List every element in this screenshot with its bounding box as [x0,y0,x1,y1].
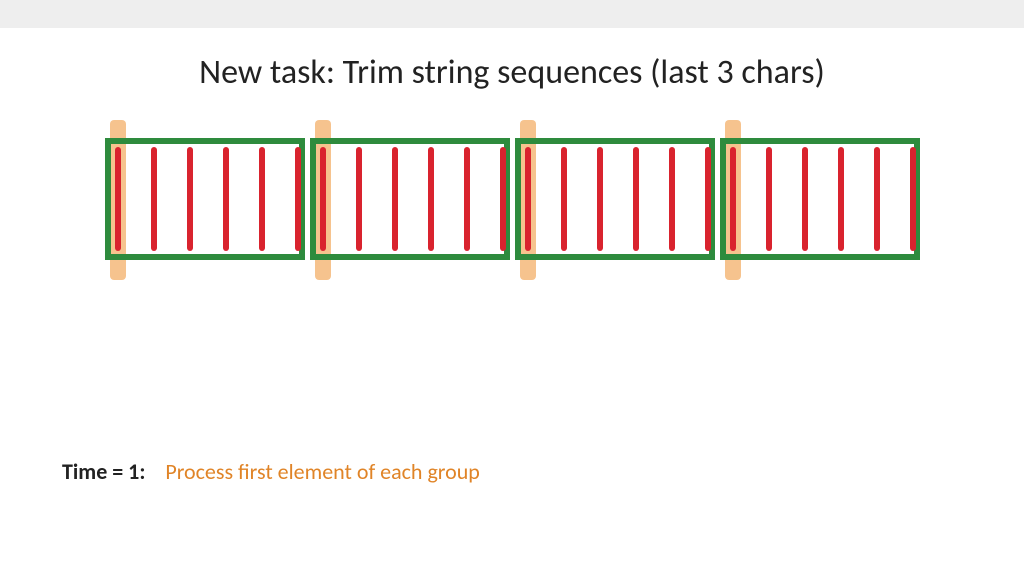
page-title: New task: Trim string sequences (last 3 … [0,52,1024,93]
slide-area: New task: Trim string sequences (last 3 … [0,28,1024,576]
element-bar [597,147,603,251]
sequence-box [310,138,510,260]
element-bar [464,147,470,251]
element-bar [802,147,808,251]
element-bar [392,147,398,251]
time-description: Process first element of each group [165,458,480,485]
element-bar [223,147,229,251]
sequence-diagram [105,138,925,288]
element-bar [766,147,772,251]
element-bar [187,147,193,251]
time-caption: Time = 1: Process first element of each … [62,458,480,485]
element-bar [561,147,567,251]
element-bar [730,147,736,251]
element-bar [320,147,326,251]
element-bar [633,147,639,251]
sequence-box [515,138,715,260]
element-bar [705,147,711,251]
element-bar [428,147,434,251]
time-label: Time = 1: [62,458,145,485]
element-bar [151,147,157,251]
element-bar [295,147,301,251]
element-bar [669,147,675,251]
sequence-box [720,138,920,260]
sequence-box [105,138,305,260]
element-bar [874,147,880,251]
element-bar [115,147,121,251]
element-bar [356,147,362,251]
element-bar [910,147,916,251]
element-bar [500,147,506,251]
element-bar [259,147,265,251]
element-bar [838,147,844,251]
element-bar [525,147,531,251]
top-bar [0,0,1024,28]
